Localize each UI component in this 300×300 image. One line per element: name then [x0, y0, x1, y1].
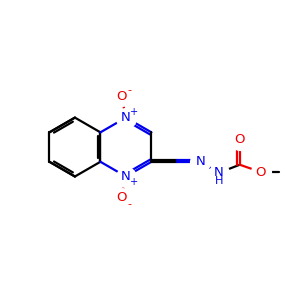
Text: H: H: [215, 176, 224, 186]
Text: N: N: [195, 155, 205, 168]
Text: O: O: [256, 166, 266, 178]
Text: O: O: [235, 133, 245, 146]
Text: -: -: [127, 85, 131, 95]
Text: N: N: [214, 167, 224, 179]
Text: +: +: [130, 177, 138, 187]
Text: -: -: [127, 199, 131, 209]
Text: N: N: [121, 170, 131, 183]
Text: O: O: [116, 191, 127, 204]
Text: +: +: [130, 107, 138, 117]
Text: N: N: [121, 111, 131, 124]
Text: O: O: [116, 90, 127, 103]
